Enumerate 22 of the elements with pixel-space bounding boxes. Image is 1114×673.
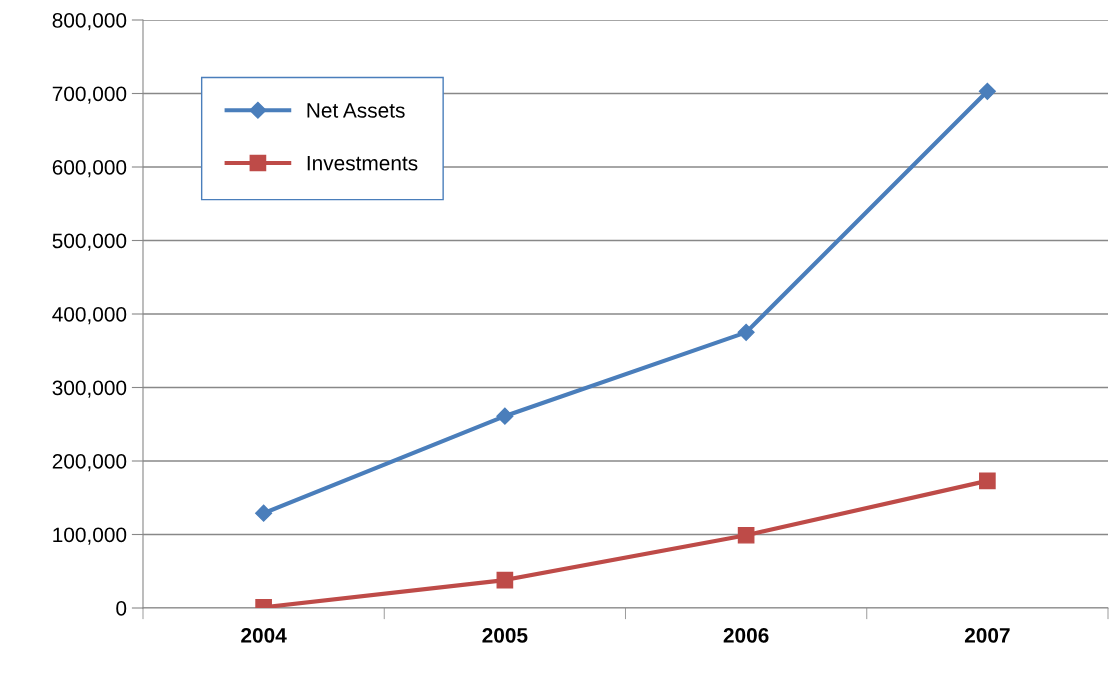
x-tick-label: 2005 xyxy=(482,627,528,643)
y-tick-label: 200,000 xyxy=(52,454,127,472)
x-tick-label: 2006 xyxy=(723,627,769,643)
y-tick-label: 300,000 xyxy=(52,380,127,398)
legend-label: Investments xyxy=(307,155,418,171)
y-tick-label: 100,000 xyxy=(53,527,127,545)
point xyxy=(979,472,996,490)
point xyxy=(496,407,514,425)
point xyxy=(737,323,755,341)
point xyxy=(978,82,996,100)
y-tick-label: 500,000 xyxy=(52,233,127,251)
y-tick-label: 600,000 xyxy=(52,160,127,178)
legend-label: Net Assets xyxy=(307,103,405,118)
y-tick-label: 800,000 xyxy=(52,13,127,31)
point xyxy=(737,526,755,544)
y-tick-label: 400,000 xyxy=(52,307,127,325)
point xyxy=(255,504,273,522)
x-tick-label: 2007 xyxy=(964,627,1010,643)
y-tick-label: 0 xyxy=(116,601,127,616)
point xyxy=(496,571,514,589)
y-tick-label: 700,000 xyxy=(52,86,127,104)
x-tick-label: 2004 xyxy=(241,627,287,643)
